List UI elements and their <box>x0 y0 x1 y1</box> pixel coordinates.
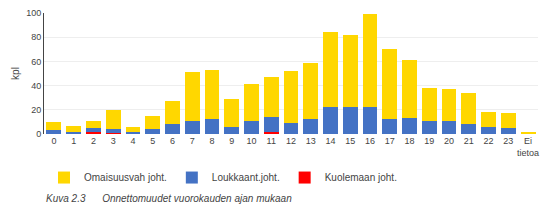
svg-text:10: 10 <box>246 136 256 146</box>
svg-text:60: 60 <box>31 57 41 67</box>
svg-text:14: 14 <box>326 136 336 146</box>
svg-text:9: 9 <box>229 136 234 146</box>
svg-text:17: 17 <box>385 136 395 146</box>
svg-text:22: 22 <box>484 136 494 146</box>
svg-text:0: 0 <box>51 136 56 146</box>
svg-text:20: 20 <box>31 105 41 115</box>
svg-text:6: 6 <box>170 136 175 146</box>
svg-text:2: 2 <box>91 136 96 146</box>
svg-text:Kuva 2.3 Onnettomuudet vu: Kuva 2.3 Onnettomuudet vuorokauden ajan … <box>46 193 292 204</box>
svg-text:11: 11 <box>267 136 276 146</box>
svg-text:21: 21 <box>464 136 474 146</box>
svg-text:8: 8 <box>209 136 214 146</box>
svg-text:7: 7 <box>190 136 195 146</box>
svg-text:4: 4 <box>130 136 135 146</box>
svg-text:3: 3 <box>111 136 116 146</box>
svg-text:100: 100 <box>26 8 41 18</box>
svg-text:13: 13 <box>306 136 316 146</box>
svg-text:kpl: kpl <box>10 67 21 80</box>
svg-text:Loukkaant.joht.: Loukkaant.joht. <box>212 172 280 183</box>
svg-text:Eitietoa: Eitietoa <box>517 136 539 158</box>
svg-text:Omaisuusvah joht.: Omaisuusvah joht. <box>84 172 167 183</box>
svg-text:40: 40 <box>31 81 41 91</box>
svg-text:Kuolemaan joht.: Kuolemaan joht. <box>325 172 397 183</box>
svg-text:16: 16 <box>365 136 375 146</box>
svg-text:5: 5 <box>150 136 155 146</box>
svg-text:19: 19 <box>424 136 434 146</box>
svg-text:15: 15 <box>345 136 355 146</box>
svg-text:20: 20 <box>444 136 454 146</box>
svg-text:0: 0 <box>36 129 41 139</box>
svg-text:12: 12 <box>286 136 296 146</box>
svg-text:23: 23 <box>503 136 513 146</box>
svg-text:80: 80 <box>31 32 41 42</box>
svg-text:1: 1 <box>71 136 76 146</box>
svg-text:18: 18 <box>405 136 415 146</box>
